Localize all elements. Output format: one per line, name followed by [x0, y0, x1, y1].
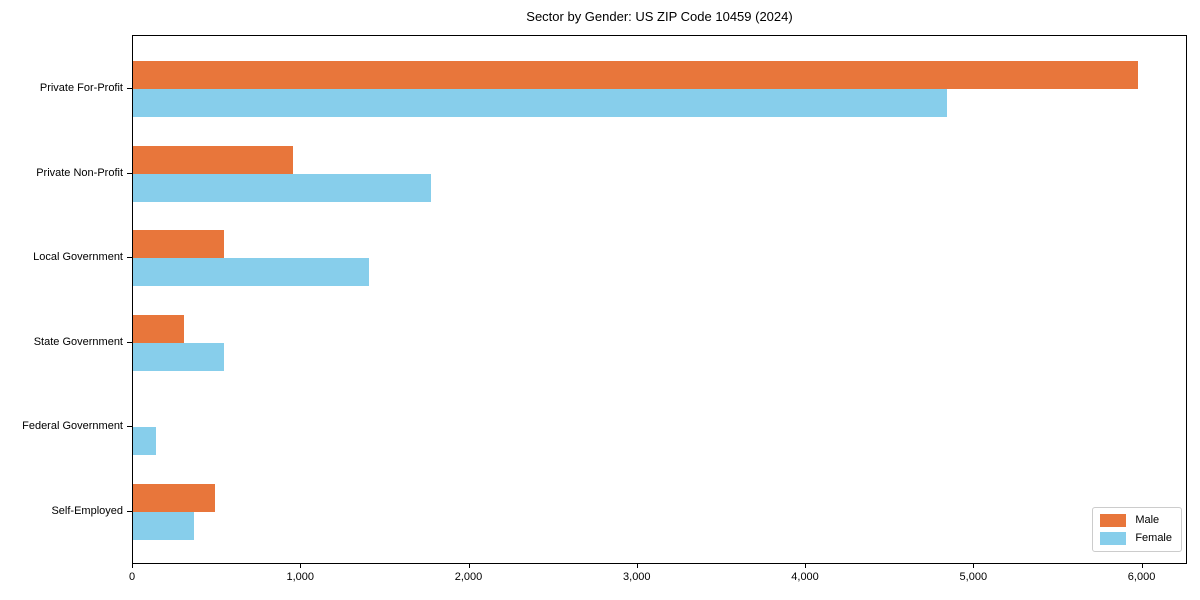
x-tick-label: 1,000: [286, 571, 315, 583]
x-tick-label: 0: [128, 571, 136, 583]
x-tick-label: 4,000: [791, 571, 819, 583]
legend-swatch-male: [1100, 514, 1127, 527]
legend-label-male: Male: [1135, 514, 1160, 526]
plot-area: Male Female: [132, 35, 1187, 564]
x-tick-label: 6,000: [1127, 571, 1156, 583]
x-tick-mark: [1141, 564, 1143, 568]
x-tick-mark: [468, 564, 470, 568]
x-tick-mark: [805, 564, 807, 568]
bar-female-5: [133, 511, 195, 540]
y-tick-mark: [127, 510, 132, 512]
bar-male-2: [133, 230, 224, 259]
x-tick-label: 3,000: [623, 571, 651, 583]
legend: Male Female: [1092, 507, 1182, 552]
y-tick-label: Local Government: [33, 251, 123, 264]
bar-male-1: [133, 145, 293, 174]
x-tick-mark: [300, 564, 302, 568]
chart-title: Sector by Gender: US ZIP Code 10459 (202…: [526, 9, 793, 24]
legend-item-female: Female: [1100, 532, 1172, 545]
legend-swatch-female: [1100, 532, 1127, 545]
y-tick-label: Self-Employed: [51, 504, 123, 517]
y-tick-mark: [127, 88, 132, 90]
bar-female-4: [133, 427, 157, 456]
y-tick-mark: [127, 341, 132, 343]
bar-female-1: [133, 173, 431, 202]
bar-female-2: [133, 258, 369, 287]
x-tick-label: 2,000: [454, 571, 483, 583]
bar-male-3: [133, 314, 185, 343]
y-tick-mark: [127, 172, 132, 174]
x-tick-mark: [132, 564, 134, 568]
legend-label-female: Female: [1135, 532, 1172, 544]
x-tick-label: 5,000: [959, 571, 988, 583]
y-tick-label: Private For-Profit: [39, 82, 123, 95]
bar-male-0: [133, 61, 1138, 90]
bar-male-5: [133, 483, 216, 512]
y-tick-label: Private Non-Profit: [36, 166, 123, 179]
y-tick-label: Federal Government: [22, 420, 123, 433]
y-tick-mark: [127, 257, 132, 259]
y-tick-mark: [127, 426, 132, 428]
bar-female-0: [133, 89, 948, 118]
x-tick-mark: [636, 564, 638, 568]
bar-female-3: [133, 342, 224, 371]
y-tick-label: State Government: [33, 335, 123, 348]
legend-item-male: Male: [1100, 514, 1172, 527]
x-tick-mark: [973, 564, 975, 568]
